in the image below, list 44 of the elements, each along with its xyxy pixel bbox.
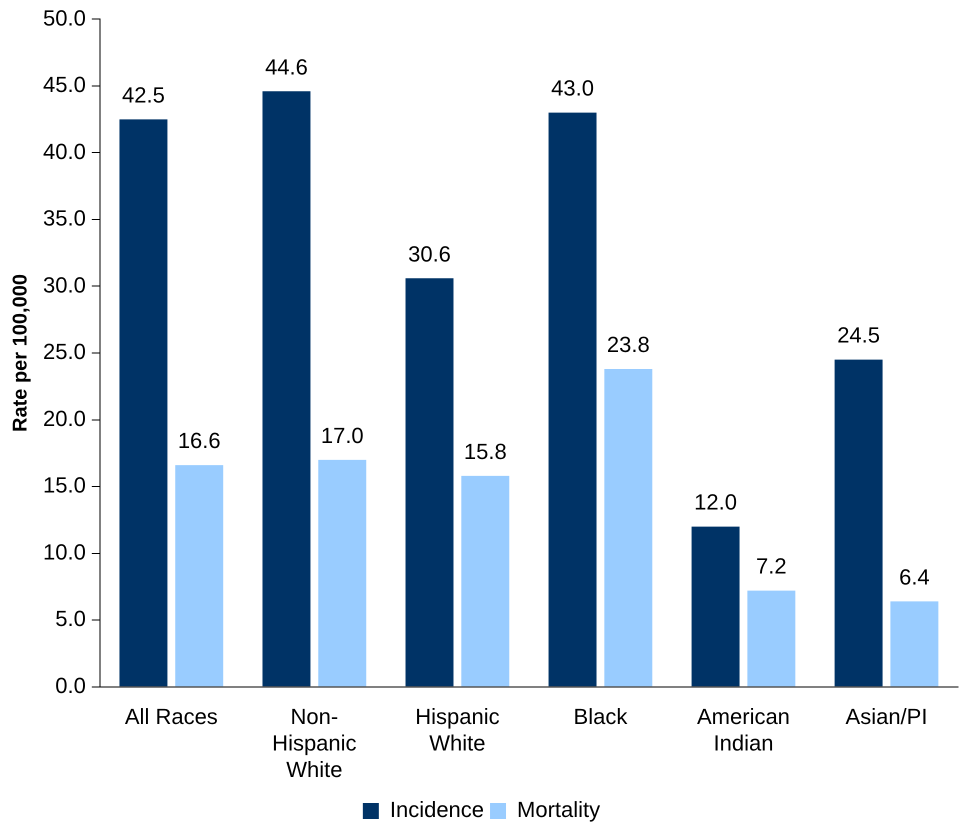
data-label: 15.8 xyxy=(464,438,507,464)
bar xyxy=(604,369,652,686)
data-label: 23.8 xyxy=(606,332,650,358)
x-tick-label: All Races xyxy=(124,704,218,730)
y-axis-title: Rate per 100,000 xyxy=(10,274,32,432)
data-label: 6.4 xyxy=(899,564,930,590)
bar xyxy=(119,119,168,686)
bar xyxy=(262,91,310,686)
y-tick-label: 40.0 xyxy=(42,138,86,164)
x-tick-label: American Indian xyxy=(696,704,790,756)
y-tick-label: 50.0 xyxy=(42,5,86,30)
bar xyxy=(747,590,796,686)
bar xyxy=(318,460,366,686)
bar xyxy=(406,278,454,686)
x-tick-label: Asian/PI xyxy=(846,704,928,730)
y-tick-label: 20.0 xyxy=(42,406,86,431)
bar xyxy=(890,601,938,686)
y-tick-label: 15.0 xyxy=(42,472,86,498)
bar xyxy=(175,465,224,686)
data-label: 44.6 xyxy=(265,54,308,80)
data-label: 12.0 xyxy=(694,490,737,515)
bar xyxy=(834,360,883,686)
bar xyxy=(461,476,510,686)
bar xyxy=(692,526,740,686)
y-tick-label: 25.0 xyxy=(42,339,86,364)
y-tick-label: 0.0 xyxy=(55,672,86,698)
y-tick-label: 45.0 xyxy=(42,72,86,98)
y-tick-label: 30.0 xyxy=(42,272,86,298)
legend-label: Mortality xyxy=(517,797,600,822)
data-label: 16.6 xyxy=(178,428,221,454)
bar xyxy=(548,112,597,686)
y-tick-label: 10.0 xyxy=(42,539,86,564)
y-tick-label: 35.0 xyxy=(42,206,86,231)
legend-label: Incidence xyxy=(390,797,484,822)
data-label: 30.6 xyxy=(408,241,451,266)
data-label: 17.0 xyxy=(320,422,364,448)
data-label: 42.5 xyxy=(122,82,165,108)
x-tick-label: Black xyxy=(574,704,628,730)
x-tick-label: Non-Hispanic White xyxy=(272,704,357,782)
x-tick-label: Hispanic White xyxy=(415,704,500,756)
data-label: 24.5 xyxy=(837,322,880,348)
data-label: 43.0 xyxy=(551,76,594,101)
data-label: 7.2 xyxy=(756,554,787,579)
y-tick-label: 5.0 xyxy=(55,606,86,632)
